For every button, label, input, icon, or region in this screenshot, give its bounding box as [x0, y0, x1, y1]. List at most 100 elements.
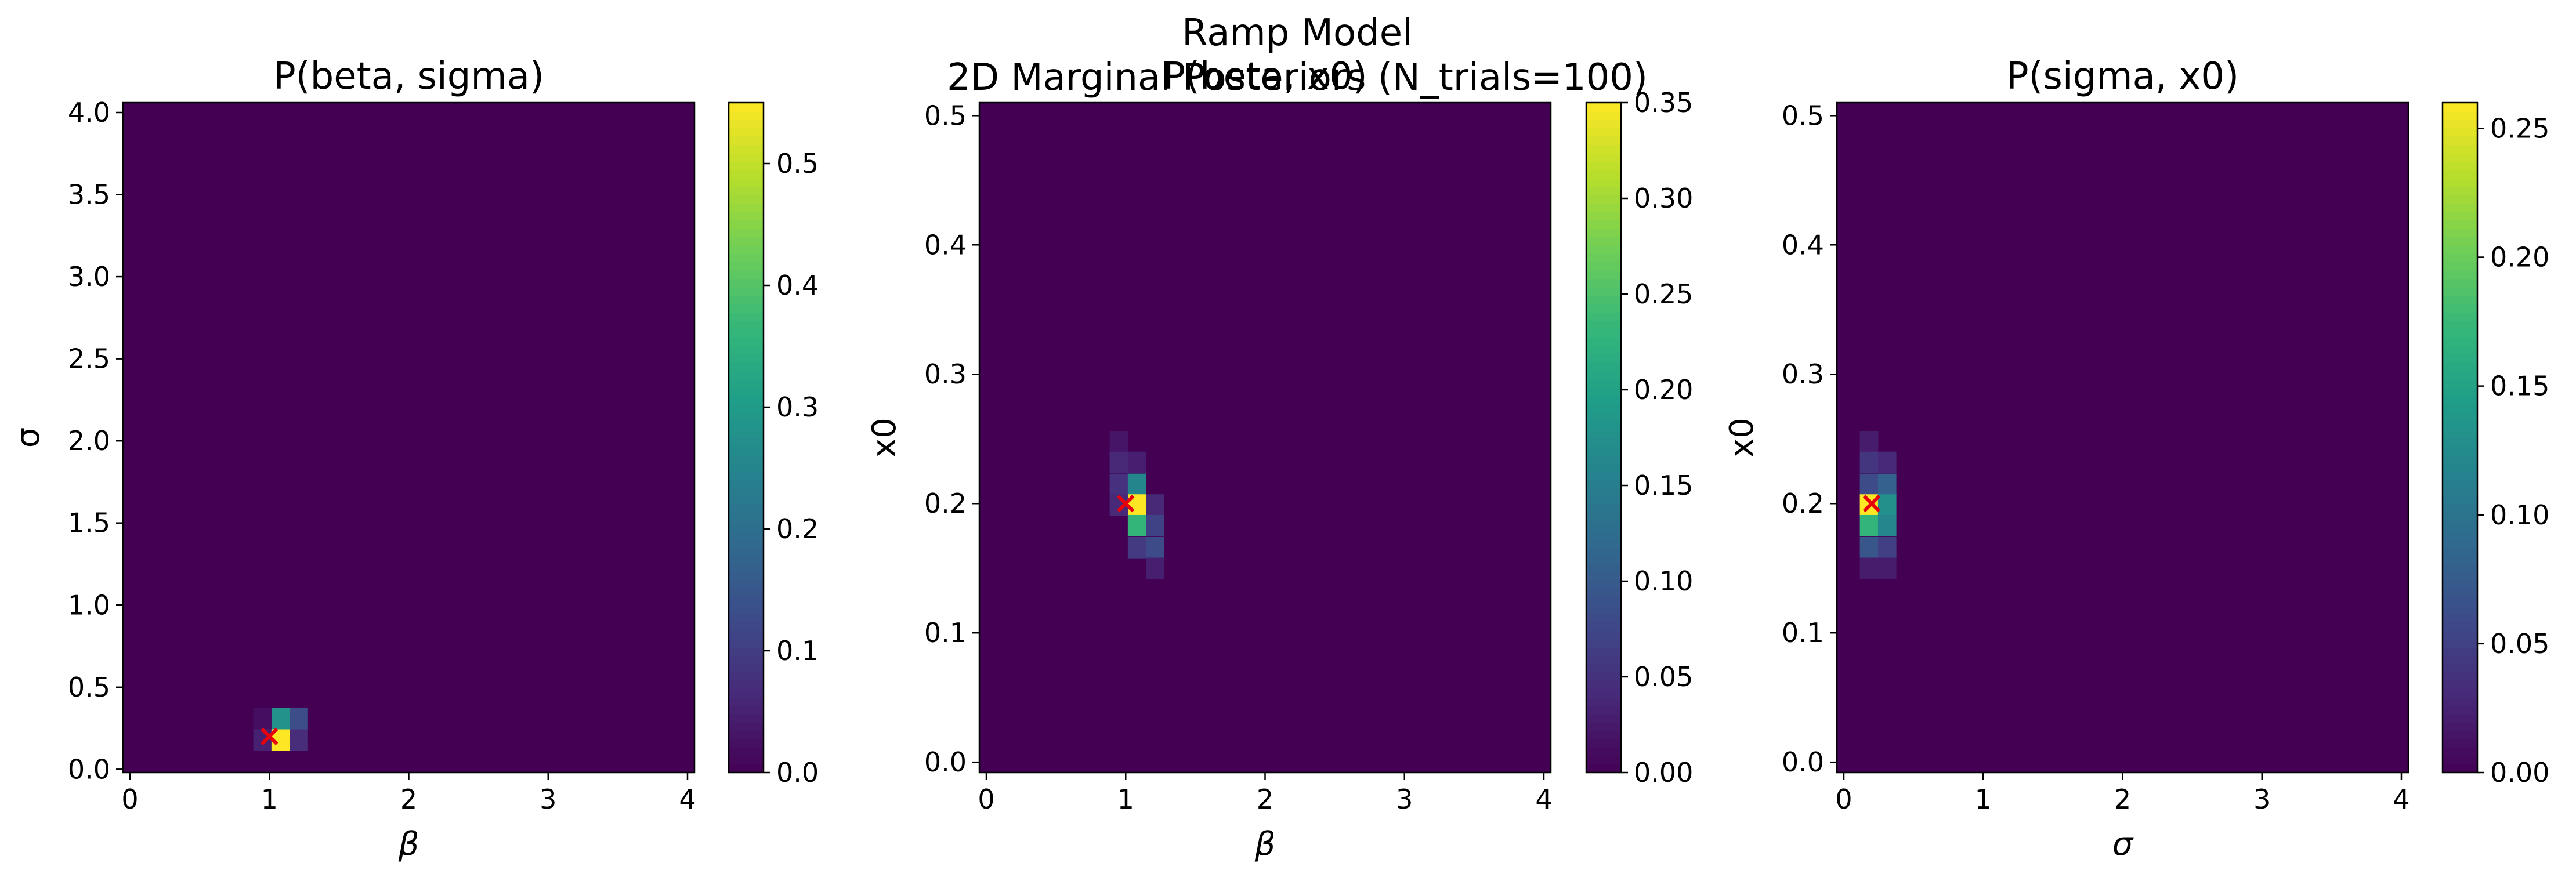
- colorbar-segment: [1586, 713, 1621, 723]
- colorbar-segment: [729, 496, 764, 505]
- colorbar-segment: [729, 713, 764, 723]
- colorbar-segment: [729, 420, 764, 430]
- heatmap-cell: [1877, 451, 1897, 473]
- colorbar-segment: [1586, 161, 1621, 171]
- colorbar-segment: [729, 128, 764, 137]
- colorbar-segment: [729, 345, 764, 355]
- colorbar-segment: [1586, 362, 1621, 371]
- x-tick-label: 4: [679, 784, 696, 815]
- colorbar-segment: [2443, 220, 2477, 229]
- colorbar-segment: [2443, 404, 2477, 414]
- colorbar-segment: [2443, 722, 2477, 731]
- colorbar-segment: [729, 220, 764, 229]
- colorbar-segment: [729, 253, 764, 263]
- colorbar-segment: [2443, 454, 2477, 463]
- colorbar-segment: [1586, 764, 1621, 773]
- colorbar-segment: [2443, 513, 2477, 522]
- colorbar-tick-label: 0.05: [1634, 661, 1693, 693]
- colorbar-segment: [2443, 747, 2477, 757]
- colorbar-segment: [2443, 605, 2477, 614]
- y-tick-label: 1.5: [68, 507, 110, 539]
- colorbar-segment: [729, 596, 764, 606]
- y-tick-label: 0.0: [924, 746, 967, 778]
- colorbar-frame: [728, 101, 765, 774]
- colorbar-segment: [1586, 194, 1621, 204]
- heatmap-cell: [1127, 536, 1146, 559]
- colorbar-segment: [729, 505, 764, 514]
- colorbar-segment: [729, 437, 764, 447]
- colorbar-segment: [729, 546, 764, 556]
- colorbar-segment: [2443, 412, 2477, 422]
- colorbar-segment: [1586, 505, 1621, 514]
- y-tick-label: 0.1: [1782, 617, 1824, 648]
- colorbar-tick-label: 0.00: [1634, 757, 1693, 788]
- colorbar-tick-label: 0.20: [1634, 374, 1693, 405]
- colorbar-segment: [2443, 169, 2477, 179]
- heatmap-cell: [1859, 451, 1879, 473]
- suptitle-line2: 2D Marginal Posteriors (N_trials=100): [947, 56, 1648, 99]
- y-tick-label: 4.0: [68, 97, 110, 128]
- colorbar-segment: [729, 563, 764, 572]
- colorbar-segment: [1586, 739, 1621, 748]
- colorbar-segment: [729, 111, 764, 120]
- colorbar-segment: [2443, 739, 2477, 748]
- colorbar-segment: [729, 303, 764, 313]
- colorbar-segment: [1586, 387, 1621, 397]
- colorbar-tick-label: 0.25: [1634, 278, 1693, 310]
- colorbar-segment: [2443, 161, 2477, 171]
- colorbar-segment: [1586, 664, 1621, 673]
- y-tick-label: 0.5: [1782, 100, 1824, 131]
- colorbar-segment: [729, 530, 764, 539]
- colorbar-segment: [1586, 722, 1621, 731]
- colorbar-segment: [2443, 128, 2477, 137]
- colorbar-segment: [1586, 730, 1621, 740]
- colorbar-tick-label: 0.15: [1634, 470, 1693, 501]
- colorbar-segment: [729, 362, 764, 371]
- colorbar-segment: [2443, 311, 2477, 321]
- colorbar-segment: [2443, 521, 2477, 531]
- colorbar-segment: [2443, 203, 2477, 212]
- colorbar-segment: [1586, 630, 1621, 639]
- colorbar-segment: [1586, 270, 1621, 280]
- heatmap-cell: [1859, 557, 1879, 579]
- colorbar-segment: [1586, 462, 1621, 472]
- colorbar-segment: [1586, 672, 1621, 681]
- colorbar-segment: [2443, 571, 2477, 581]
- colorbar-segment: [2443, 563, 2477, 572]
- heatmap-cell: [253, 728, 272, 751]
- colorbar-segment: [729, 320, 764, 329]
- heatmap-cell: [1877, 557, 1897, 579]
- colorbar-segment: [2443, 186, 2477, 195]
- colorbar-segment: [729, 722, 764, 731]
- panel-title: P(sigma, x0): [2006, 55, 2239, 98]
- colorbar-segment: [729, 186, 764, 195]
- colorbar-segment: [729, 664, 764, 673]
- colorbar-frame: [2441, 101, 2479, 774]
- colorbar-segment: [1586, 471, 1621, 480]
- colorbar: 0.00 0.05 0.10 0.15 0.20 0.25 0.30 0.35: [1585, 87, 1693, 788]
- colorbar-segment: [2443, 303, 2477, 313]
- panel-1: 0 1 2 3 4 0.0 0.5 1.0 1.5 2.0 2.5 3.0 3.5 4.0 P(beta, …: [9, 55, 819, 863]
- y-tick-label: 2.5: [68, 343, 110, 375]
- colorbar-segment: [1586, 454, 1621, 463]
- colorbar-segment: [2443, 588, 2477, 597]
- colorbar-segment: [729, 203, 764, 212]
- heatmap-cell: [1877, 473, 1897, 495]
- colorbar-segment: [1586, 153, 1621, 162]
- colorbar-segment: [729, 756, 764, 765]
- heatmap-cell: [1109, 431, 1128, 452]
- colorbar-tick-label: 0.20: [2490, 242, 2549, 273]
- colorbar-segment: [729, 337, 764, 346]
- colorbar-segment: [1586, 513, 1621, 522]
- colorbar-segment: [2443, 177, 2477, 187]
- heatmap-cell: [1109, 473, 1128, 495]
- colorbar-segment: [729, 245, 764, 254]
- colorbar-segment: [1586, 530, 1621, 539]
- colorbar-segment: [729, 379, 764, 388]
- colorbar: 0.00 0.05 0.10 0.15 0.20 0.25: [2441, 101, 2549, 788]
- colorbar-segment: [2443, 144, 2477, 154]
- colorbar-segment: [1586, 655, 1621, 665]
- heatmap-cell: [1146, 494, 1164, 516]
- colorbar-segment: [729, 571, 764, 581]
- colorbar-segment: [729, 697, 764, 706]
